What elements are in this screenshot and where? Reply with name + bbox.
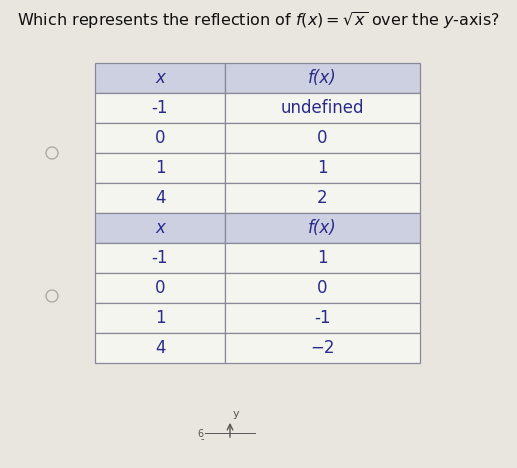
Text: 4: 4: [155, 339, 165, 357]
Text: 1: 1: [155, 309, 165, 327]
Text: 0: 0: [317, 129, 328, 147]
Text: 0: 0: [317, 279, 328, 297]
Text: undefined: undefined: [281, 99, 364, 117]
Text: y: y: [233, 409, 239, 419]
Text: f(x): f(x): [308, 69, 337, 87]
Bar: [95, 153, 225, 183]
Text: -: -: [201, 434, 204, 444]
Text: Which represents the reflection of $f(x) = \sqrt{x}$ over the $y$-axis?: Which represents the reflection of $f(x)…: [17, 10, 499, 31]
Text: 1: 1: [317, 159, 328, 177]
Bar: [95, 123, 225, 153]
Bar: [225, 93, 420, 123]
Bar: [95, 213, 225, 243]
Text: f(x): f(x): [308, 219, 337, 237]
Text: -1: -1: [314, 309, 331, 327]
Text: 1: 1: [155, 159, 165, 177]
Bar: [225, 333, 420, 363]
Text: 0: 0: [155, 129, 165, 147]
Bar: [95, 63, 225, 93]
Bar: [225, 123, 420, 153]
Text: −2: −2: [310, 339, 334, 357]
Bar: [95, 333, 225, 363]
Bar: [225, 273, 420, 303]
Bar: [95, 303, 225, 333]
Bar: [225, 153, 420, 183]
Text: -1: -1: [152, 249, 168, 267]
Text: 2: 2: [317, 189, 328, 207]
Bar: [95, 183, 225, 213]
Bar: [95, 273, 225, 303]
Bar: [225, 183, 420, 213]
Text: x: x: [155, 219, 165, 237]
Bar: [225, 213, 420, 243]
Bar: [225, 63, 420, 93]
Bar: [225, 303, 420, 333]
Text: 1: 1: [317, 249, 328, 267]
Text: 0: 0: [155, 279, 165, 297]
Text: 4: 4: [155, 189, 165, 207]
Bar: [95, 93, 225, 123]
Bar: [225, 243, 420, 273]
Bar: [95, 243, 225, 273]
Text: 6: 6: [198, 429, 204, 439]
Text: -1: -1: [152, 99, 168, 117]
Text: x: x: [155, 69, 165, 87]
